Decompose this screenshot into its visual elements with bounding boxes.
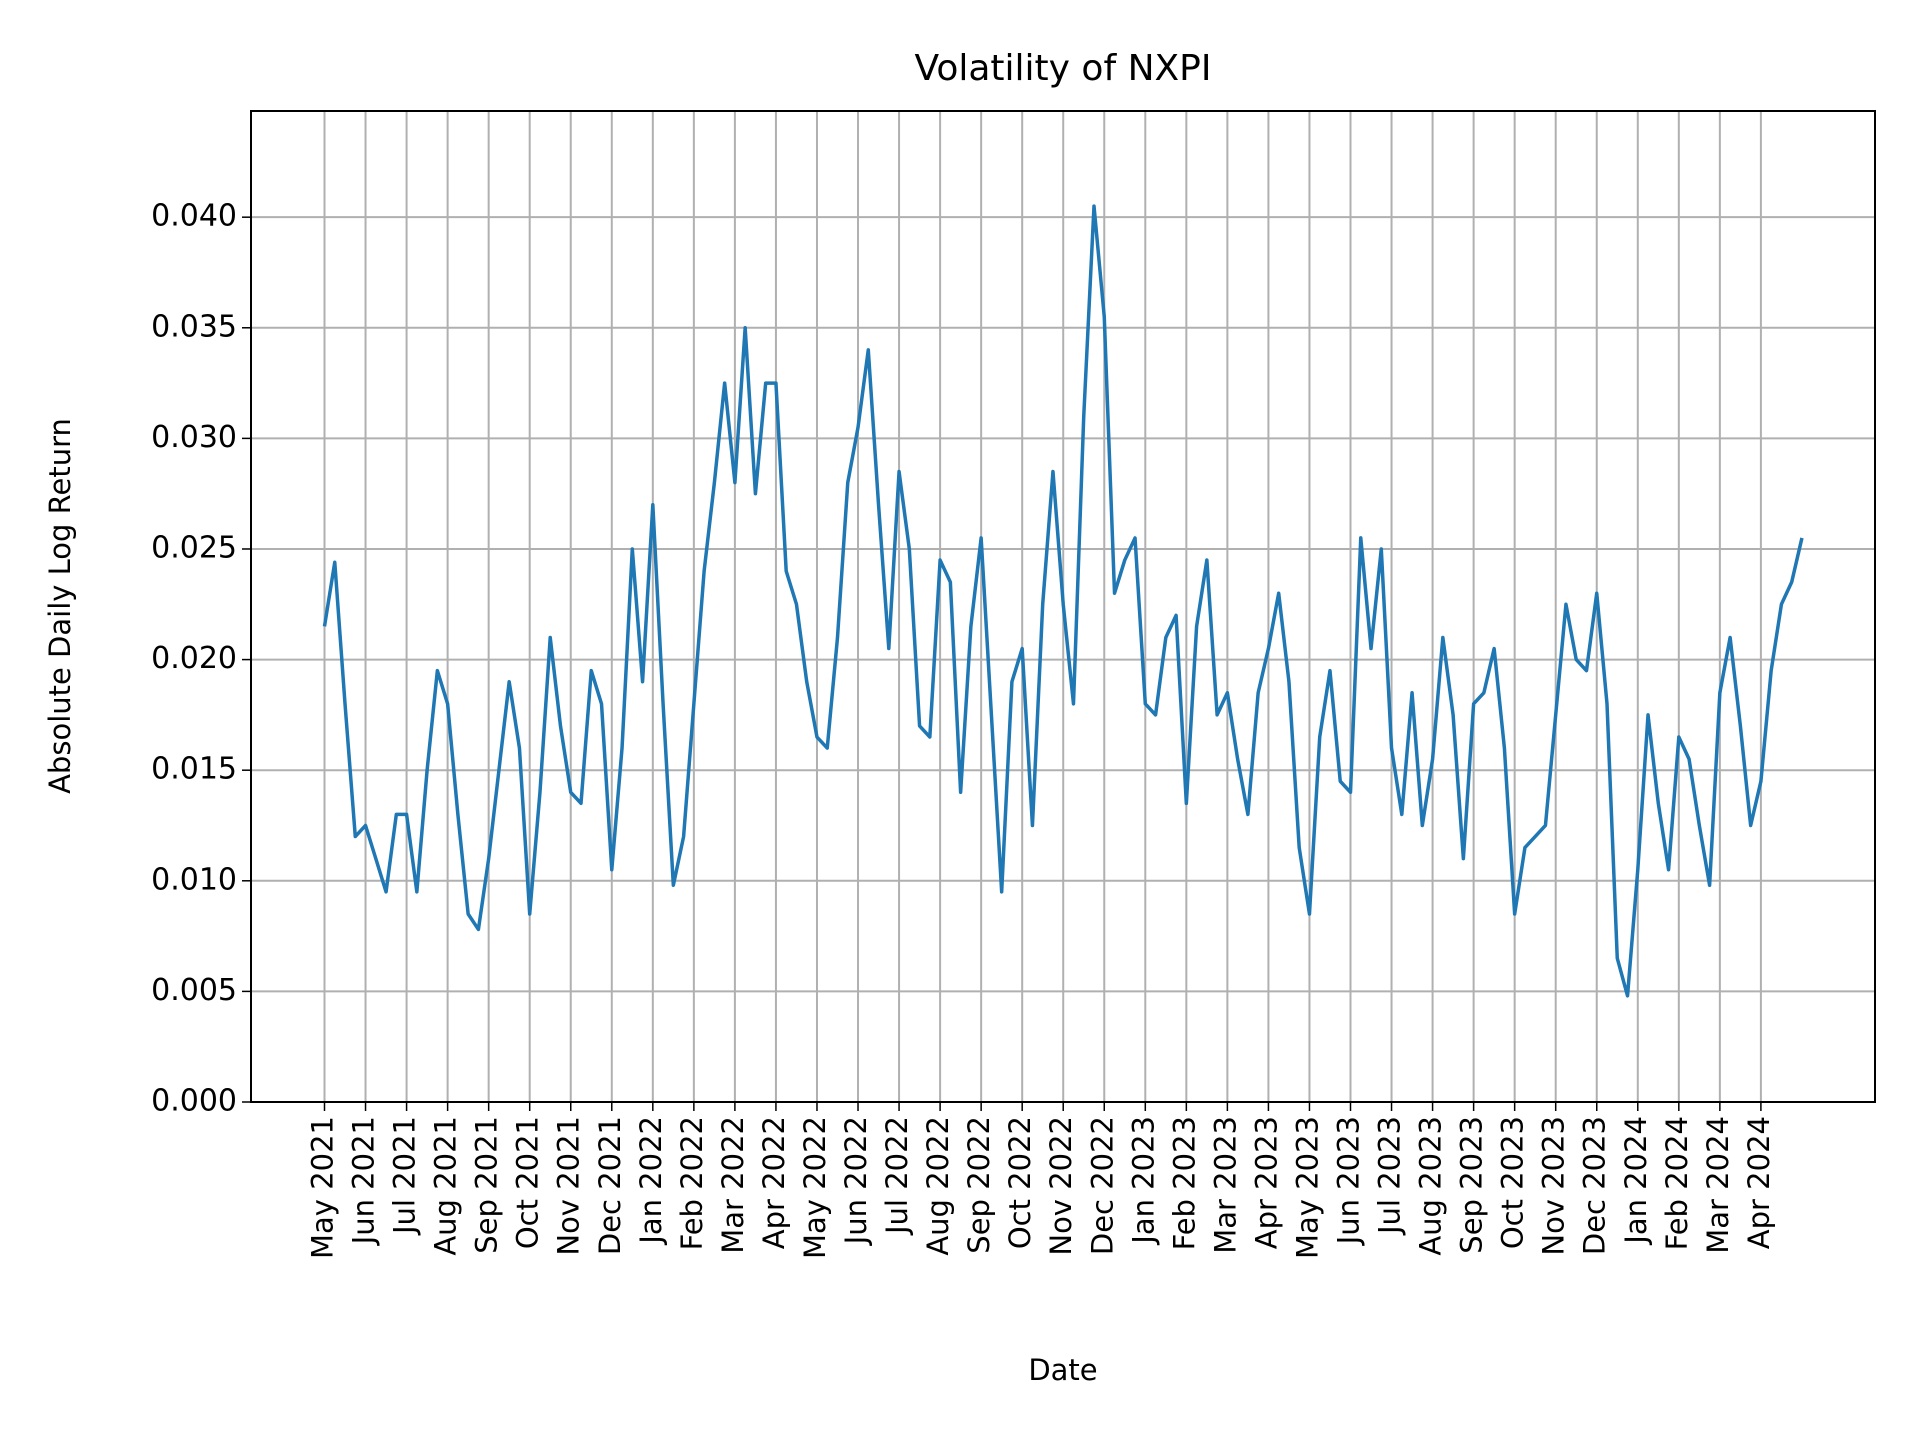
- y-tick-label: 0.030: [151, 420, 237, 455]
- x-tick-label: Jun 2023: [1332, 1116, 1366, 1246]
- x-tick-label: May 2023: [1290, 1116, 1324, 1259]
- x-tick-label: May 2021: [306, 1116, 340, 1259]
- x-tick-label: Sep 2021: [470, 1116, 504, 1254]
- x-tick-label: Nov 2021: [552, 1116, 586, 1256]
- x-tick-label: Feb 2024: [1660, 1116, 1694, 1250]
- x-tick-label: Aug 2021: [429, 1116, 463, 1256]
- x-tick-label: Sep 2023: [1455, 1116, 1489, 1254]
- x-tick-label: Apr 2024: [1742, 1116, 1776, 1249]
- x-tick-label: Sep 2022: [962, 1116, 996, 1254]
- data-line: [322, 204, 1804, 998]
- x-tick-label: Mar 2024: [1701, 1116, 1735, 1254]
- y-tick-label: 0.015: [151, 752, 237, 787]
- x-tick-label: Aug 2022: [921, 1116, 955, 1256]
- y-tick-label: 0.010: [151, 862, 237, 897]
- x-tick-label: Mar 2022: [716, 1116, 750, 1254]
- x-tick-label: Dec 2023: [1578, 1116, 1612, 1255]
- y-tick-label: 0.035: [151, 309, 237, 344]
- x-tick-label: Aug 2023: [1414, 1116, 1448, 1256]
- x-tick-label: Oct 2021: [511, 1116, 545, 1249]
- x-tick-label: Jul 2022: [880, 1116, 914, 1236]
- x-tick-label: May 2022: [798, 1116, 832, 1259]
- x-tick-label: Nov 2023: [1537, 1116, 1571, 1256]
- chart-title: Volatility of NXPI: [915, 48, 1212, 89]
- x-tick-label: Feb 2022: [675, 1116, 709, 1250]
- x-tick-label: Nov 2022: [1044, 1116, 1078, 1256]
- x-tick-label: Dec 2022: [1085, 1116, 1119, 1255]
- y-tick-label: 0.020: [151, 641, 237, 676]
- x-tick-label: Dec 2021: [593, 1116, 627, 1255]
- x-tick-label: Apr 2023: [1249, 1116, 1283, 1249]
- x-tick-label: Apr 2022: [757, 1116, 791, 1249]
- y-tick-label: 0.025: [151, 530, 237, 565]
- x-tick-label: Oct 2022: [1003, 1116, 1037, 1249]
- y-tick-label: 0.040: [151, 199, 237, 234]
- x-tick-label: Jan 2023: [1126, 1116, 1160, 1246]
- x-tick-label: Jul 2021: [388, 1116, 422, 1236]
- x-axis-label: Date: [1028, 1353, 1097, 1387]
- y-tick-label: 0.000: [151, 1084, 237, 1119]
- y-tick-label: 0.005: [151, 973, 237, 1008]
- x-tick-label: Jan 2024: [1619, 1116, 1653, 1246]
- plot-frame: [250, 110, 1876, 1103]
- x-tick-label: Jun 2022: [839, 1116, 873, 1246]
- x-tick-label: Jan 2022: [634, 1116, 668, 1246]
- y-axis-label: Absolute Daily Log Return: [43, 418, 77, 794]
- x-tick-label: Feb 2023: [1167, 1116, 1201, 1250]
- x-tick-label: Jul 2023: [1373, 1116, 1407, 1236]
- x-tick-label: Jun 2021: [347, 1116, 381, 1246]
- x-tick-label: Mar 2023: [1208, 1116, 1242, 1254]
- x-tick-label: Oct 2023: [1496, 1116, 1530, 1249]
